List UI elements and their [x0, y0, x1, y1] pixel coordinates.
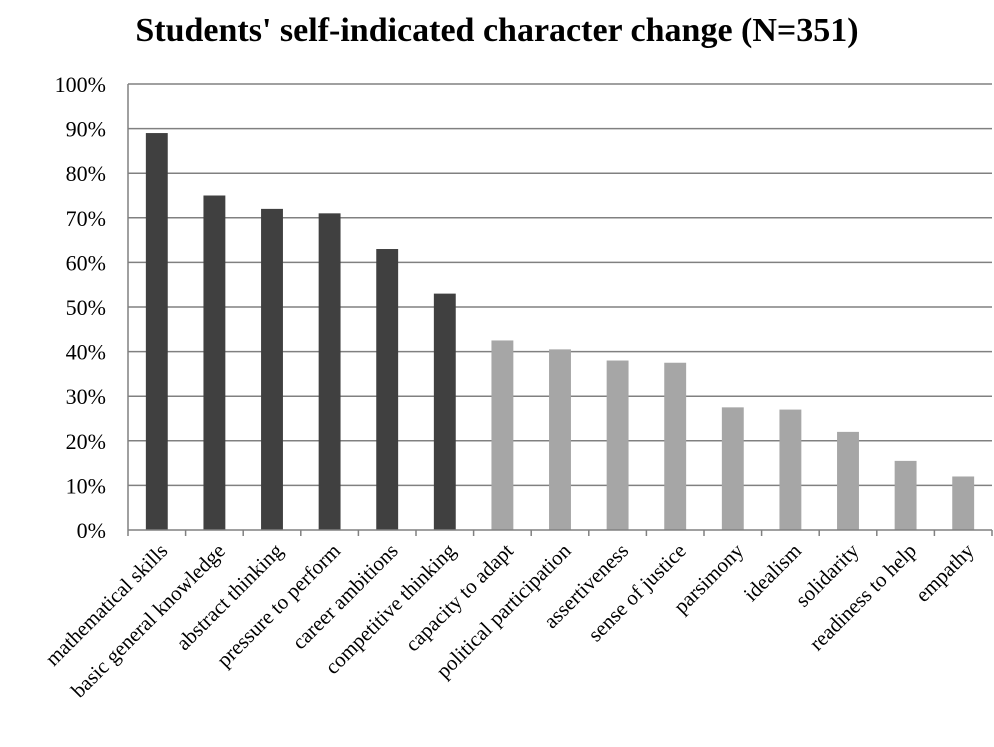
- bars: [145, 133, 975, 530]
- bar: [261, 208, 283, 530]
- bar: [318, 213, 341, 530]
- y-tick-label: 0%: [77, 518, 106, 543]
- bar: [837, 431, 859, 530]
- y-tick-label: 50%: [66, 295, 106, 320]
- bar: [491, 340, 514, 530]
- chart-title: Students' self-indicated character chang…: [135, 12, 859, 49]
- y-tick-label: 40%: [66, 340, 106, 365]
- y-tick-label: 60%: [66, 250, 106, 275]
- bar: [664, 362, 687, 530]
- bar: [779, 409, 802, 530]
- y-tick-label: 20%: [66, 429, 106, 454]
- bar: [952, 476, 975, 530]
- y-tick-label: 90%: [66, 117, 106, 142]
- bar: [606, 360, 629, 530]
- axes: [127, 84, 993, 536]
- y-tick-label: 10%: [66, 473, 106, 498]
- bar: [433, 293, 456, 530]
- bar: [894, 460, 917, 530]
- bar: [145, 133, 168, 530]
- y-tick-label: 70%: [66, 206, 106, 231]
- bar: [721, 407, 744, 530]
- y-tick-label: 30%: [66, 384, 106, 409]
- y-tick-label: 100%: [55, 72, 106, 97]
- bar: [549, 349, 571, 530]
- bar: [203, 195, 226, 530]
- y-axis-ticks: 0% 10% 20% 30% 40% 50% 60% 70% 80% 90% 100%: [55, 72, 106, 543]
- y-tick-label: 80%: [66, 161, 106, 186]
- x-tick-label: empathy: [911, 538, 979, 606]
- bar: [376, 249, 399, 530]
